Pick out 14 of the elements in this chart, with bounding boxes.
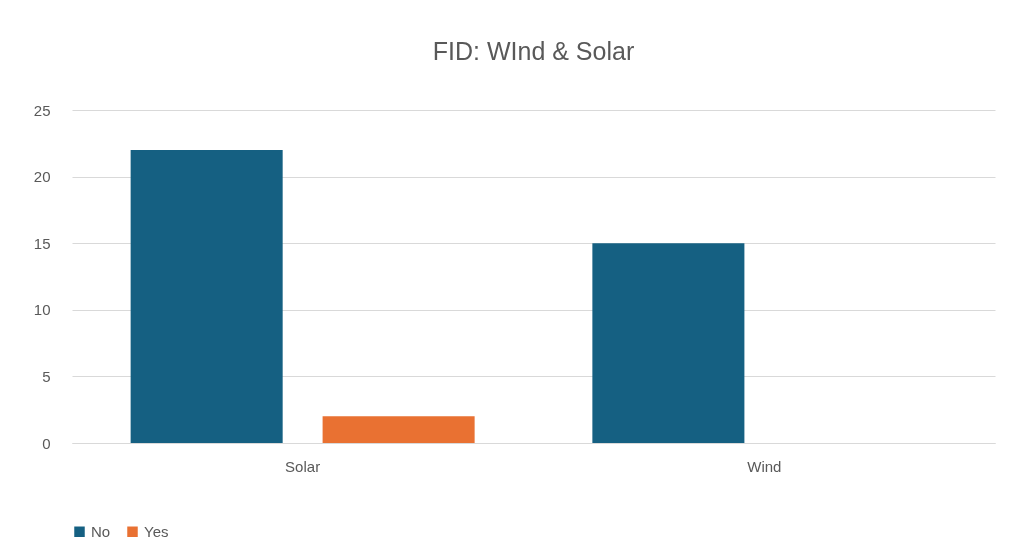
bar	[322, 416, 475, 443]
bar	[592, 243, 745, 443]
y-tick-label: 10	[33, 301, 51, 319]
chart-title: FID: WInd & Solar	[432, 37, 635, 65]
legend-label: No	[91, 522, 111, 540]
x-tick-label: Wind	[747, 457, 782, 475]
y-tick-label: 15	[33, 234, 51, 252]
legend-label: Yes	[144, 522, 169, 540]
y-tick-label: 5	[42, 367, 51, 385]
bar	[130, 149, 283, 443]
y-tick-label: 0	[42, 434, 51, 452]
y-tick-label: 25	[33, 101, 51, 119]
y-tick-label: 20	[33, 168, 51, 186]
x-tick-label: Solar	[285, 457, 321, 475]
